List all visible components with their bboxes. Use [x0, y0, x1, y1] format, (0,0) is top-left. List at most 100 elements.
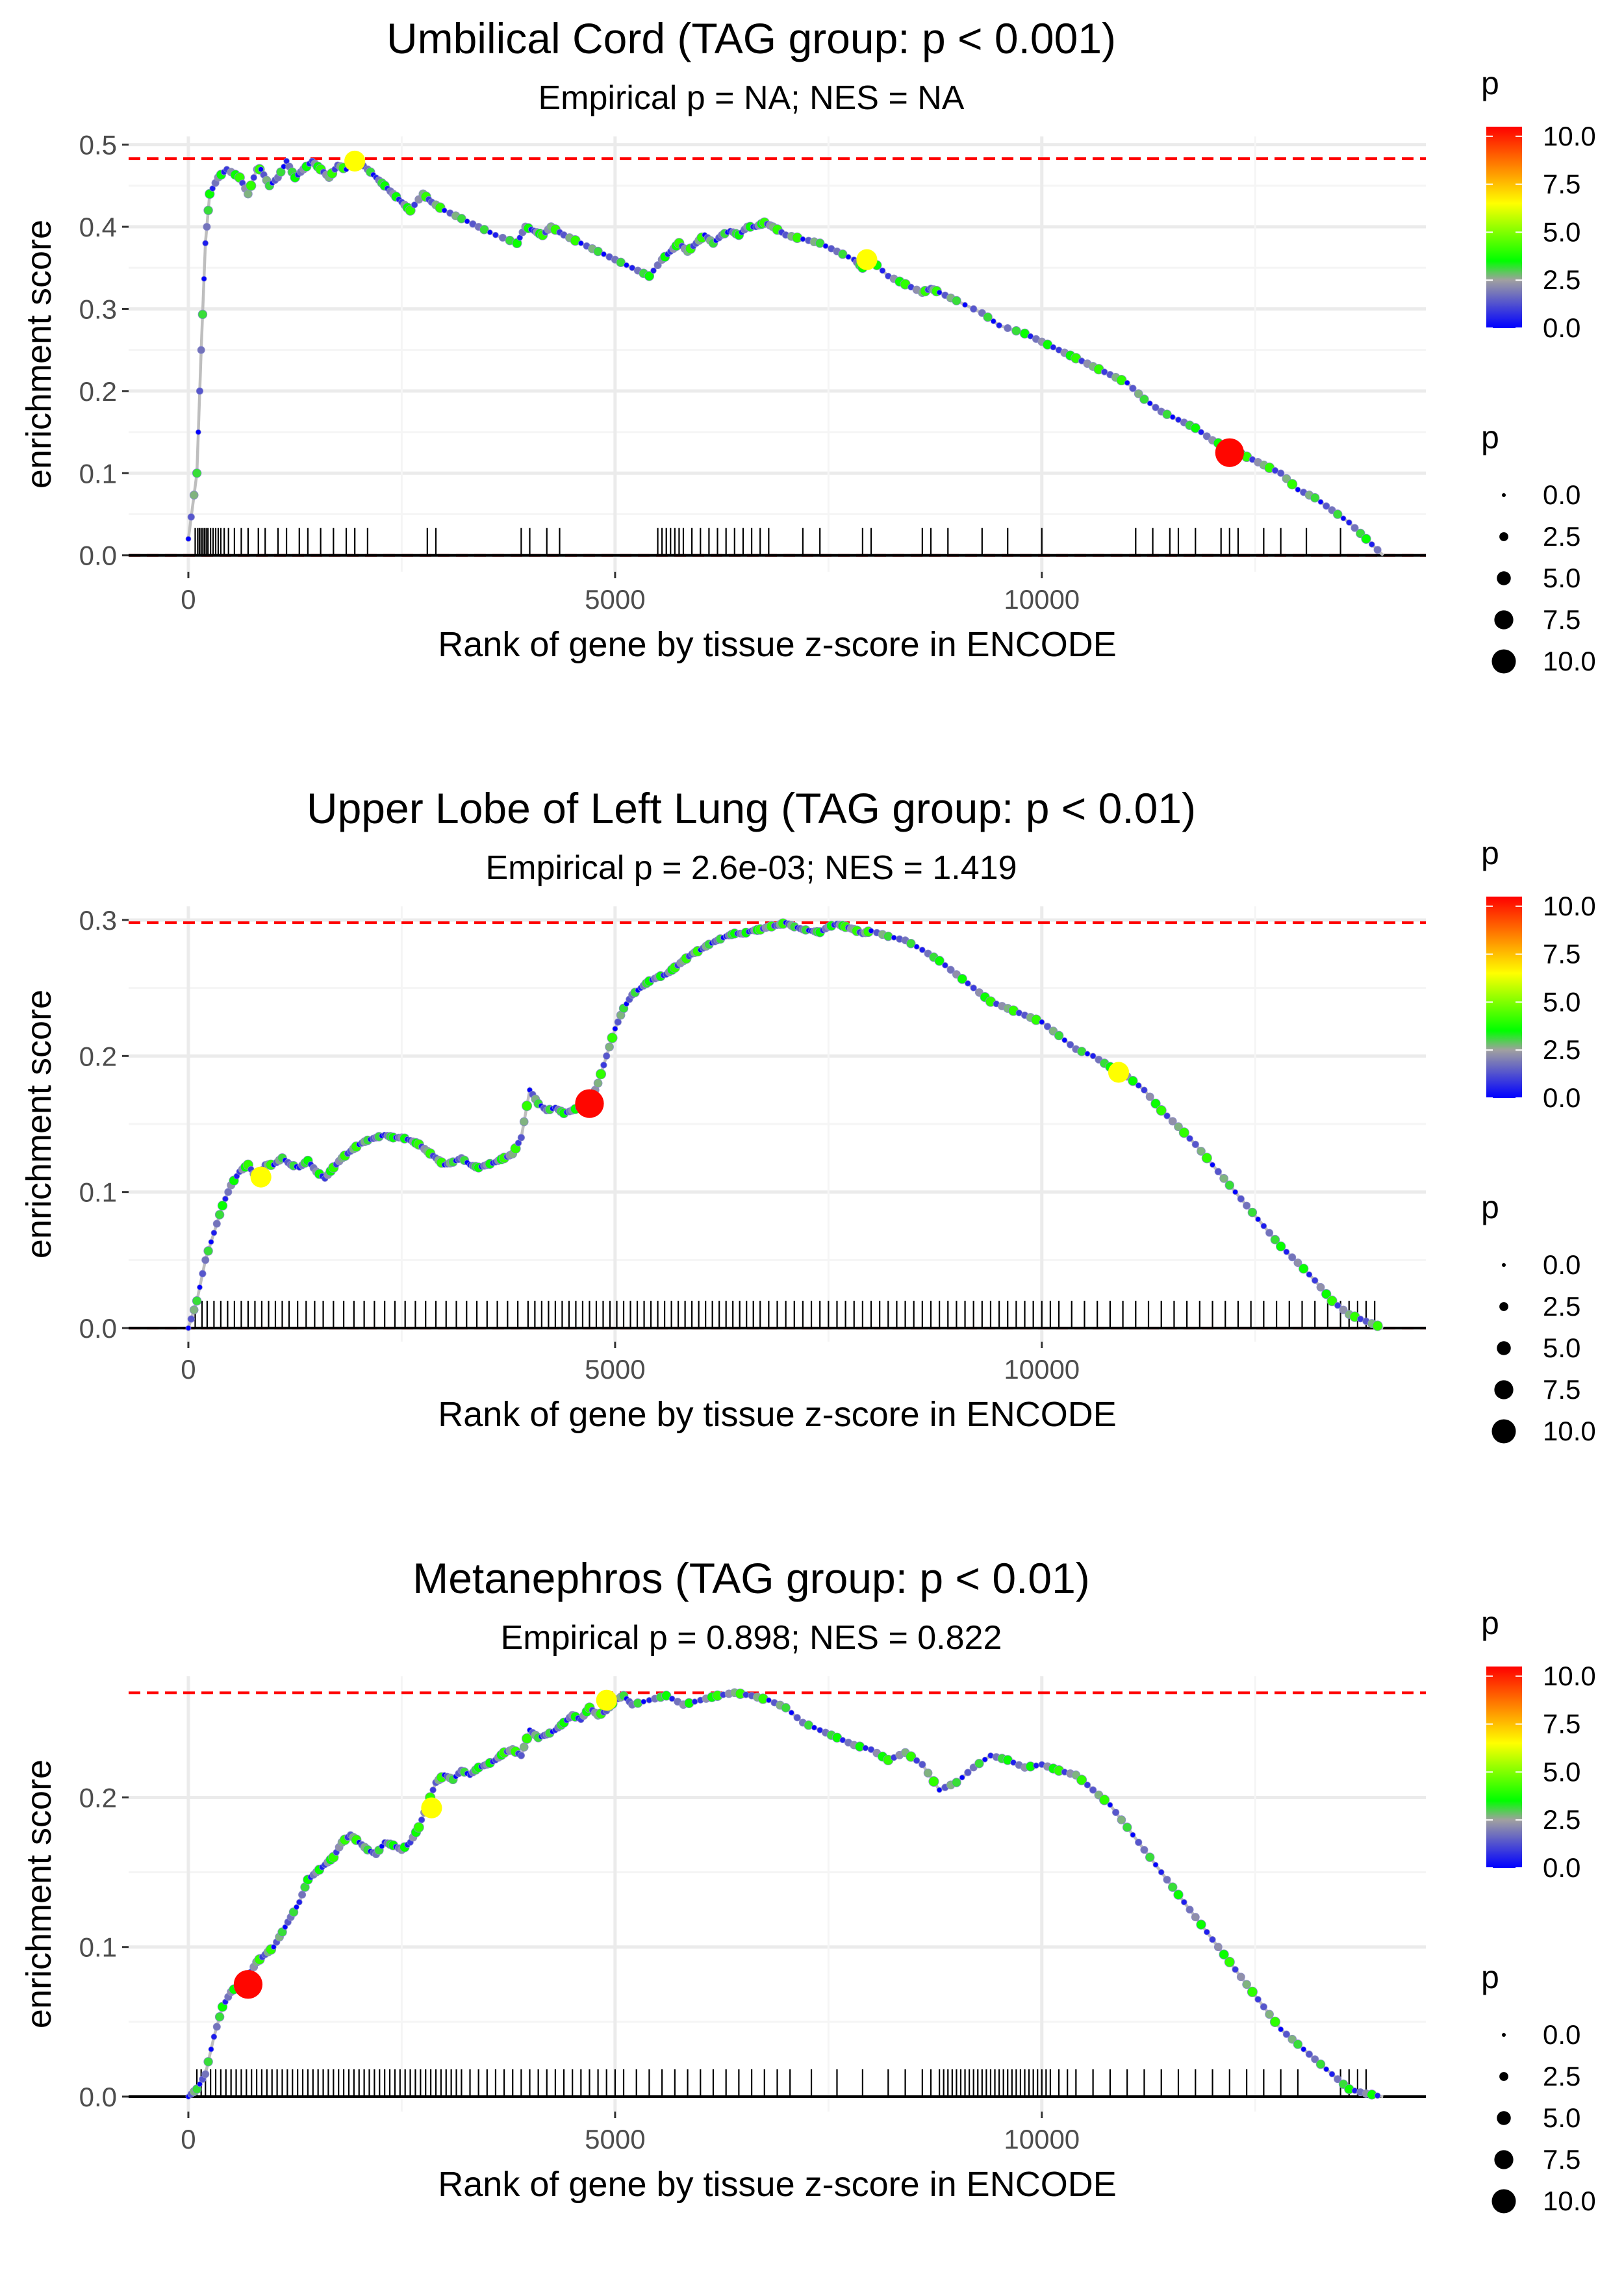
- x-tick-label: 10000: [1004, 2124, 1080, 2154]
- es-curve-line: [186, 921, 1384, 1330]
- es-point: [867, 1746, 875, 1754]
- es-point: [1117, 1815, 1126, 1824]
- y-tick-label: 0.1: [79, 1177, 117, 1208]
- es-point: [1173, 1889, 1184, 1900]
- es-point: [815, 238, 825, 248]
- es-point: [208, 2046, 214, 2052]
- es-point: [1150, 1098, 1161, 1109]
- es-point: [1340, 515, 1347, 522]
- es-point: [1134, 389, 1143, 398]
- es-point: [222, 1195, 229, 1203]
- y-tick-label: 0.1: [79, 1932, 117, 1963]
- es-point: [203, 2057, 213, 2067]
- es-point: [1163, 1876, 1171, 1884]
- es-point: [1043, 1023, 1052, 1030]
- es-point: [942, 962, 948, 969]
- es-point: [923, 1769, 933, 1778]
- es-point: [1323, 502, 1330, 510]
- es-point: [1334, 2075, 1342, 2084]
- chart-title: Metanephros (TAG group: p < 0.01): [412, 1554, 1090, 1602]
- es-point: [1287, 479, 1298, 490]
- size-legend-label: 10.0: [1543, 1416, 1596, 1446]
- es-point: [1152, 403, 1160, 411]
- es-point: [464, 218, 470, 225]
- color-bar-label: 5.0: [1543, 1756, 1580, 1787]
- y-tick-label: 0.5: [79, 130, 117, 160]
- es-point: [1328, 2071, 1336, 2078]
- color-bar-label: 0.0: [1543, 1082, 1580, 1113]
- es-point: [668, 1695, 676, 1702]
- y-axis-label: enrichment score: [19, 220, 58, 489]
- es-point: [212, 2023, 221, 2031]
- chart-title: Umbilical Cord (TAG group: p < 0.001): [387, 14, 1116, 62]
- color-bar: [1486, 127, 1522, 328]
- color-bar-label: 0.0: [1543, 313, 1580, 343]
- color-bar-label: 0.0: [1543, 1852, 1580, 1883]
- size-legend-label: 2.5: [1543, 1291, 1580, 1322]
- y-tick-label: 0.0: [79, 2082, 117, 2112]
- es-point: [429, 1786, 437, 1794]
- es-point: [868, 928, 874, 934]
- es-point: [1236, 1973, 1245, 1982]
- color-bar: [1486, 1667, 1522, 1868]
- es-point: [1339, 1305, 1348, 1314]
- size-legend-dot: [1499, 532, 1508, 541]
- es-point: [928, 1776, 939, 1787]
- es-point: [1299, 1263, 1309, 1274]
- es-point: [603, 1052, 611, 1060]
- color-bar-label: 2.5: [1543, 1804, 1580, 1835]
- color-bar-label: 5.0: [1543, 986, 1580, 1017]
- es-point: [196, 387, 204, 395]
- es-point: [1145, 1092, 1154, 1101]
- size-legend: p 0.0 2.5 5.0 7.5 10.0: [1481, 419, 1596, 676]
- es-point: [203, 205, 213, 216]
- es-point: [1269, 2016, 1280, 2027]
- es-point: [185, 536, 192, 542]
- es-point: [1232, 1189, 1238, 1195]
- y-tick-label: 0.2: [79, 1041, 117, 1071]
- color-bar-label: 7.5: [1543, 1709, 1580, 1739]
- chart-title: Upper Lobe of Left Lung (TAG group: p < …: [307, 784, 1196, 832]
- es-point: [405, 205, 416, 216]
- es-point: [1107, 1802, 1113, 1808]
- es-point: [1186, 1906, 1194, 1914]
- size-legend-dot: [1494, 610, 1514, 630]
- es-point: [936, 289, 943, 296]
- es-point: [1135, 1082, 1142, 1089]
- es-point: [519, 1743, 529, 1752]
- es-point: [214, 2012, 225, 2022]
- es-point: [1332, 509, 1343, 519]
- size-legend-dot: [1491, 649, 1516, 674]
- es-point: [1265, 1229, 1274, 1237]
- size-legend-dot: [1502, 493, 1506, 497]
- size-legend-label: 10.0: [1543, 2186, 1596, 2216]
- highlight-point: [233, 1970, 263, 1999]
- es-point: [192, 468, 202, 478]
- es-point: [1140, 1846, 1148, 1854]
- es-point: [1011, 326, 1021, 336]
- size-legend-label: 7.5: [1543, 1374, 1580, 1405]
- es-point: [517, 1752, 526, 1759]
- y-tick-label: 0.3: [79, 294, 117, 324]
- color-bar-label: 5.0: [1543, 216, 1580, 247]
- highlight-point: [421, 1797, 442, 1819]
- es-point: [822, 243, 829, 249]
- es-point: [996, 322, 1002, 329]
- es-point: [964, 1769, 972, 1776]
- es-point: [1276, 1241, 1286, 1252]
- x-tick-label: 0: [181, 2124, 196, 2154]
- es-point: [244, 189, 253, 199]
- chart-panel-2: Upper Lobe of Left Lung (TAG group: p < …: [19, 784, 1596, 1446]
- es-point: [1061, 1037, 1068, 1043]
- es-point: [644, 271, 655, 281]
- es-point: [217, 1200, 228, 1211]
- es-point: [189, 1305, 199, 1314]
- es-point: [601, 251, 607, 257]
- es-point: [1237, 1195, 1245, 1203]
- es-point: [201, 1256, 210, 1264]
- highlight-point: [1215, 438, 1244, 467]
- es-point: [522, 1733, 533, 1744]
- es-point: [1178, 1127, 1189, 1138]
- es-point: [781, 1703, 791, 1713]
